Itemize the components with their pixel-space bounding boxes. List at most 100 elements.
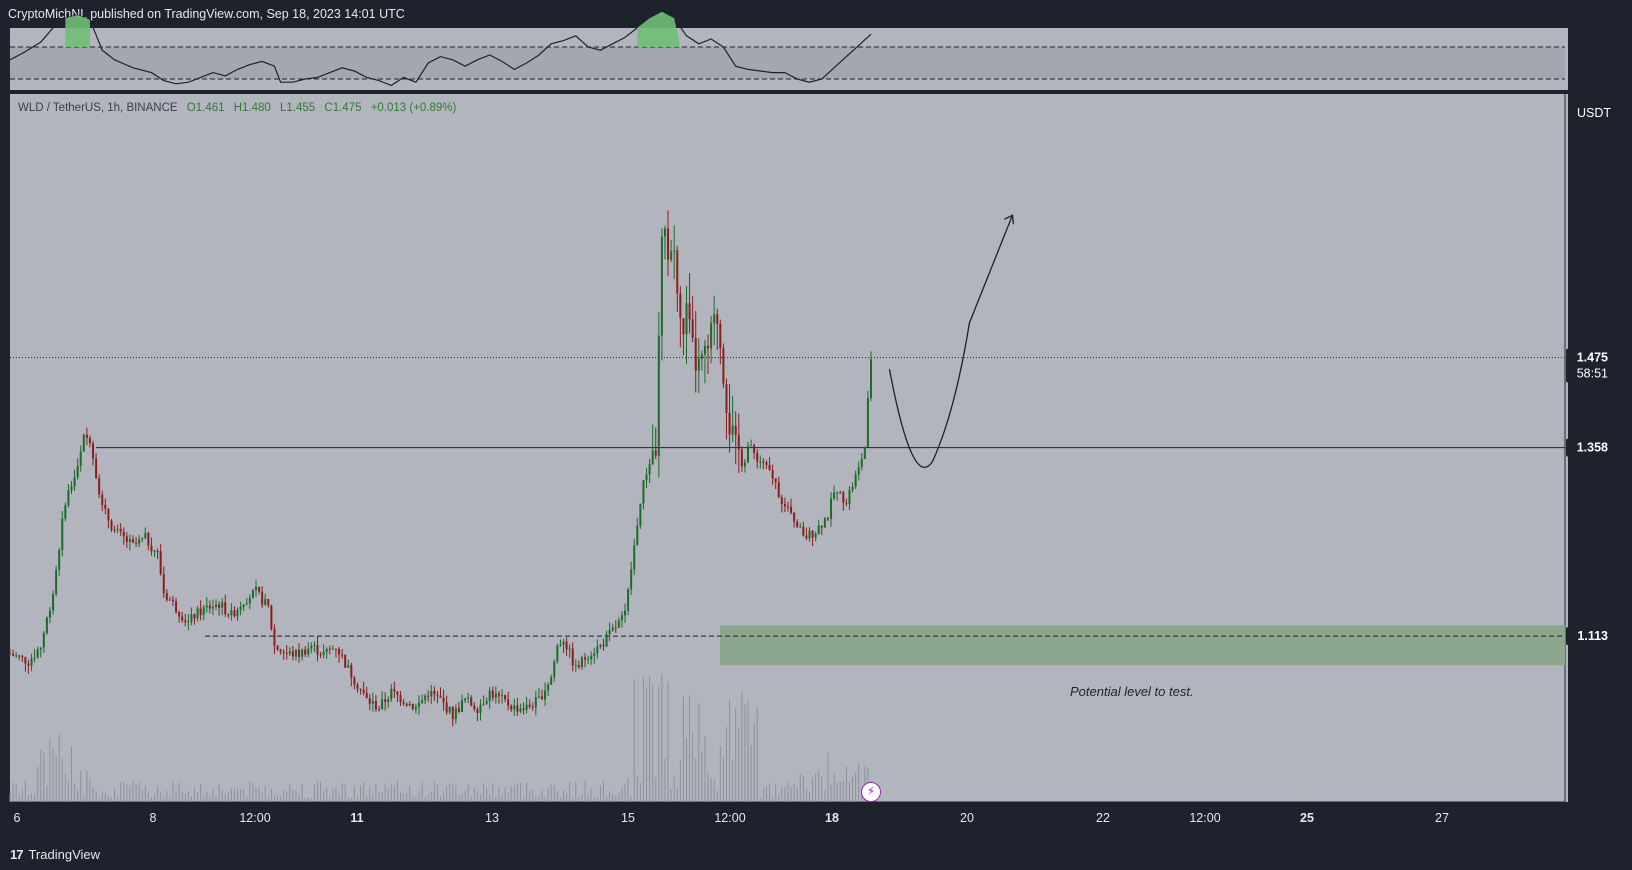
candle-body	[464, 698, 467, 701]
candle-body	[21, 655, 24, 658]
candle-body	[593, 653, 596, 656]
candle-body	[107, 508, 110, 521]
candle-body	[611, 627, 614, 631]
price-tick-label: 1.650	[1575, 216, 1605, 230]
price-tick-label: 1.750	[1575, 139, 1605, 153]
candle-body	[153, 551, 156, 553]
time-tick-label: 12:00	[239, 811, 270, 825]
candle-body	[291, 651, 294, 657]
candle-body	[141, 537, 144, 540]
candle-body	[98, 478, 101, 495]
candle-body	[132, 539, 134, 543]
candle-body	[101, 494, 104, 505]
candle-body	[30, 658, 33, 666]
candle-body	[857, 467, 860, 475]
support-zone	[720, 625, 1565, 666]
volume-bars	[9, 674, 872, 802]
candle-body	[184, 620, 187, 623]
candle-body	[774, 478, 777, 483]
candle-body	[716, 314, 719, 325]
candle-body	[482, 703, 485, 705]
candle-body	[660, 236, 663, 336]
candle-body	[786, 506, 789, 508]
candle-body	[697, 358, 700, 371]
candle-body	[442, 697, 445, 703]
candle-body	[144, 533, 147, 538]
candle-body	[110, 520, 113, 530]
candle-body	[639, 503, 642, 526]
candle-body	[765, 462, 768, 465]
candle-body	[513, 705, 516, 710]
candle-body	[863, 446, 866, 459]
candle-body	[147, 533, 150, 546]
price-tick-label: 1.400	[1575, 408, 1605, 422]
candle-body	[175, 601, 178, 612]
candle-body	[150, 545, 153, 552]
candle-body	[27, 663, 30, 666]
candle-body	[125, 536, 128, 542]
candle-body	[796, 521, 799, 528]
legend-change: +0.013 (+0.89%)	[370, 102, 457, 114]
candle-body	[408, 703, 411, 706]
candle-body	[67, 490, 70, 506]
legend-open: O1.461	[186, 102, 225, 114]
candle-body	[233, 610, 236, 617]
price-tick-label: 0.900	[1575, 793, 1605, 807]
candle-body	[39, 647, 42, 650]
candle-body	[193, 614, 196, 619]
price-tick-label: 1.000	[1575, 716, 1605, 730]
price-tick-label: 1.150	[1575, 601, 1605, 615]
candle-body	[587, 659, 590, 661]
chart-canvas[interactable]: 50.00 1.7501.7001.6501.6001.5501.5001.45…	[0, 0, 1632, 840]
candle-body	[196, 608, 199, 619]
candle-body	[61, 518, 64, 551]
candle-body	[199, 608, 202, 616]
candle-body	[826, 518, 829, 520]
candle-body	[559, 644, 562, 646]
candle-body	[657, 335, 660, 456]
candle-body	[648, 464, 651, 475]
candle-body	[224, 602, 227, 615]
candle-body	[728, 412, 731, 435]
price-tag-label: 1.475	[1577, 351, 1608, 365]
candle-body	[122, 531, 125, 537]
time-tick-label: 25	[1300, 811, 1314, 825]
candle-body	[162, 574, 165, 594]
candle-body	[445, 702, 448, 713]
candle-body	[457, 708, 460, 713]
candle-body	[679, 293, 682, 319]
price-tick-label: 1.300	[1575, 485, 1605, 499]
candle-body	[33, 657, 36, 659]
currency-button[interactable]: USDT	[1568, 100, 1620, 126]
candle-body	[633, 545, 636, 570]
candle-body	[777, 482, 780, 498]
candle-body	[138, 539, 141, 544]
candle-body	[347, 665, 350, 668]
candle-body	[52, 594, 55, 611]
candle-body	[18, 655, 21, 657]
candle-body	[454, 708, 457, 720]
candle-body	[116, 528, 119, 530]
footer-bar: 17 TradingView	[0, 840, 1632, 870]
candle-body	[731, 425, 734, 435]
candle-body	[556, 645, 559, 662]
price-tag-label: 1.113	[1577, 629, 1608, 643]
candle-body	[479, 704, 482, 714]
candle-body	[725, 384, 728, 413]
candle-body	[371, 700, 374, 704]
candle-body	[854, 474, 857, 487]
candle-body	[651, 450, 654, 465]
price-tick-label: 1.250	[1575, 524, 1605, 538]
indicator-overbought-fill	[65, 15, 90, 47]
flash-icon[interactable]: ⚡	[861, 782, 881, 802]
candle-body	[236, 609, 239, 617]
candle-body	[70, 486, 73, 491]
candle-body	[374, 700, 377, 710]
candle-body	[596, 646, 599, 654]
candle-body	[187, 621, 190, 623]
candle-body	[205, 605, 208, 608]
candle-body	[470, 697, 473, 706]
price-tag	[1566, 627, 1616, 646]
price-tag-label: 1.358	[1577, 441, 1608, 455]
candle-body	[799, 526, 802, 528]
